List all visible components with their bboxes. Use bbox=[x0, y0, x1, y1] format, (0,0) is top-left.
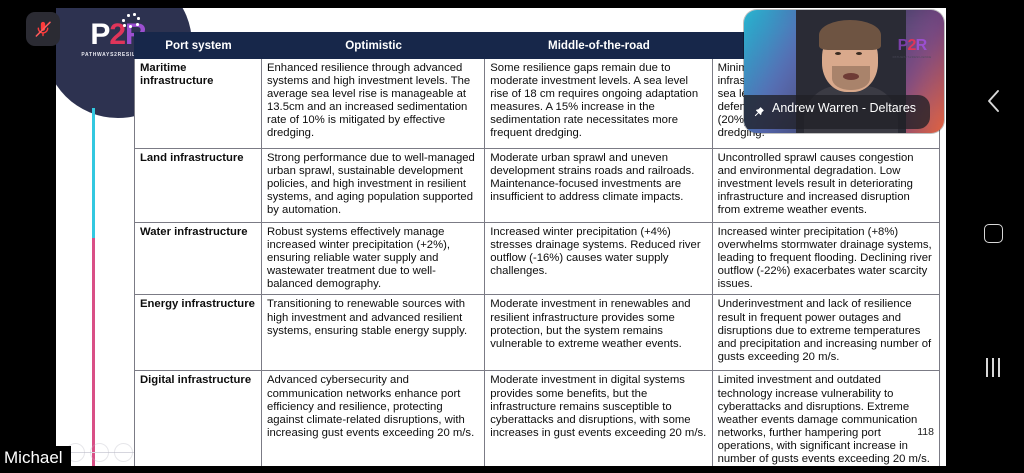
microphone-muted-badge[interactable] bbox=[26, 12, 60, 46]
partner-logo-icon bbox=[90, 443, 109, 462]
stars-icon bbox=[120, 12, 140, 28]
back-button[interactable] bbox=[962, 86, 1024, 116]
table-row: Land infrastructure Strong performance d… bbox=[134, 148, 941, 223]
home-icon bbox=[983, 223, 1003, 243]
speaker-eye bbox=[856, 52, 862, 55]
cell-digital-optimistic: Advanced cybersecurity and communication… bbox=[260, 370, 486, 466]
column-header-port-system: Port system bbox=[134, 32, 262, 59]
home-button[interactable] bbox=[962, 218, 1024, 248]
logo-digit-2: 2 bbox=[109, 18, 126, 51]
slide-accent-bar-pink bbox=[92, 108, 95, 466]
partner-logo-icon bbox=[114, 443, 133, 462]
slide-accent-bar-cyan bbox=[92, 108, 95, 238]
cell-maritime-optimistic: Enhanced resilience through advanced sys… bbox=[260, 58, 486, 149]
cell-digital-pessimistic: Limited investment and outdated technolo… bbox=[711, 370, 941, 466]
column-header-middle-of-the-road: Middle-of-the-road bbox=[484, 32, 713, 59]
speaker-video-tile[interactable]: P2R PATHWAYS2RESILIENCE Andrew Warren - … bbox=[744, 10, 944, 133]
row-label-digital-infrastructure: Digital infrastructure bbox=[134, 370, 262, 466]
logo-tagline: PATHWAYS2RESILIENCE bbox=[892, 55, 932, 59]
slide-number: 118 bbox=[917, 426, 934, 438]
row-label-water-infrastructure: Water infrastructure bbox=[134, 221, 262, 296]
logo-letter-r: R bbox=[915, 37, 928, 54]
speaker-name-chip: Andrew Warren - Deltares bbox=[744, 95, 931, 129]
table-row: Digital infrastructure Advanced cybersec… bbox=[134, 370, 941, 466]
cell-digital-middle: Moderate investment in digital systems p… bbox=[484, 370, 713, 466]
logo-letter-p: P bbox=[90, 18, 110, 51]
recents-button[interactable] bbox=[962, 352, 1024, 382]
logo-tagline: PATHWAYS2RESILIENCE bbox=[81, 52, 155, 58]
speaker-mouth bbox=[843, 73, 859, 80]
cell-energy-middle: Moderate investment in renewables and re… bbox=[484, 294, 713, 372]
cell-land-pessimistic: Uncontrolled sprawl causes congestion an… bbox=[711, 148, 941, 223]
p2r-logo-small: P2R PATHWAYS2RESILIENCE bbox=[890, 37, 934, 60]
cell-maritime-middle: Some resilience gaps remain due to moder… bbox=[484, 58, 713, 149]
row-label-land-infrastructure: Land infrastructure bbox=[134, 148, 262, 223]
cell-water-pessimistic: Increased winter precipitation (+8%) ove… bbox=[711, 221, 941, 296]
pin-icon bbox=[754, 104, 765, 122]
recents-icon bbox=[986, 357, 1000, 377]
cell-energy-optimistic: Transitioning to renewable sources with … bbox=[260, 294, 486, 372]
cell-energy-pessimistic: Underinvestment and lack of resilience r… bbox=[711, 294, 941, 372]
cell-land-middle: Moderate urban sprawl and uneven develop… bbox=[484, 148, 713, 223]
table-row: Water infrastructure Robust systems effe… bbox=[134, 221, 941, 296]
cell-water-optimistic: Robust systems effectively manage increa… bbox=[260, 221, 486, 296]
android-navigation-bar bbox=[962, 0, 1024, 473]
back-icon bbox=[987, 90, 999, 112]
table-row: Energy infrastructure Transitioning to r… bbox=[134, 294, 941, 372]
participant-name-label: Michael bbox=[0, 445, 71, 473]
row-label-maritime-infrastructure: Maritime infrastructure bbox=[134, 58, 262, 149]
speaker-eye bbox=[835, 52, 841, 55]
microphone-muted-icon bbox=[35, 21, 51, 37]
cell-water-middle: Increased winter precipitation (+4%) str… bbox=[484, 221, 713, 296]
speaker-name-label: Andrew Warren - Deltares bbox=[772, 101, 917, 115]
cell-land-optimistic: Strong performance due to well-managed u… bbox=[260, 148, 486, 223]
logo-letter-p: P bbox=[897, 37, 909, 54]
row-label-energy-infrastructure: Energy infrastructure bbox=[134, 294, 262, 372]
column-header-optimistic: Optimistic bbox=[260, 32, 486, 59]
speaker-hair bbox=[819, 20, 881, 50]
logo-digit-2: 2 bbox=[907, 37, 917, 54]
